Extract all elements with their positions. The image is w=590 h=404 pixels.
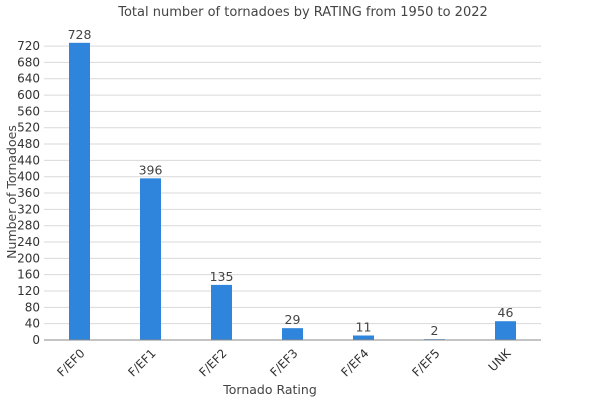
y-tick-label: 80 [25,300,40,314]
y-tick-label: 120 [17,284,40,298]
bar [69,42,90,340]
x-tick-label: F/EF4 [338,346,371,379]
y-tick-label: 720 [17,39,40,53]
data-label: 2 [431,323,439,338]
y-tick-label: 200 [17,251,40,265]
y-tick-label: 480 [17,137,40,151]
y-tick-label: 440 [17,153,40,167]
x-tick-label: F/EF1 [125,346,158,379]
y-tick-label: 600 [17,88,40,102]
y-tick-label: 680 [17,55,40,69]
x-axis-label: Tornado Rating [222,382,317,397]
bar [140,178,161,340]
x-tick-label: F/EF3 [267,346,300,379]
bar [495,321,516,340]
y-axis-ticks: 0 40 80 120 160 200 240 280 320 360 400 440 480 520 56… [17,39,40,347]
bars [69,42,516,340]
data-label: 396 [139,162,163,177]
bar [353,335,374,340]
y-tick-label: 40 [25,317,40,331]
y-tick-label: 360 [17,186,40,200]
y-tick-label: 0 [32,333,40,347]
bar [211,284,232,340]
y-tick-label: 320 [17,202,40,216]
gridlines [44,45,541,325]
chart-title: Total number of tornadoes by RATING from… [117,5,488,20]
bar [282,328,303,340]
x-tick-label: F/EF0 [54,346,87,379]
x-axis-ticks: F/EF0 F/EF1 F/EF2 F/EF3 F/EF4 F/EF5 UNK [54,345,514,379]
y-tick-label: 520 [17,121,40,135]
data-label: 29 [285,312,301,327]
data-label: 728 [68,27,92,42]
y-tick-label: 400 [17,170,40,184]
y-tick-label: 560 [17,104,40,118]
x-tick-label: F/EF5 [409,346,442,379]
data-label: 46 [498,305,514,320]
x-tick-label: F/EF2 [196,346,229,379]
y-tick-label: 240 [17,235,40,249]
data-labels: 728 396 135 29 11 2 46 [68,27,514,338]
y-tick-label: 280 [17,219,40,233]
data-label: 135 [210,269,234,284]
y-axis-label: Number of Tornadoes [4,125,19,259]
x-tick-label: UNK [486,345,515,374]
y-tick-label: 160 [17,268,40,282]
y-tick-label: 640 [17,72,40,86]
data-label: 11 [356,320,372,335]
